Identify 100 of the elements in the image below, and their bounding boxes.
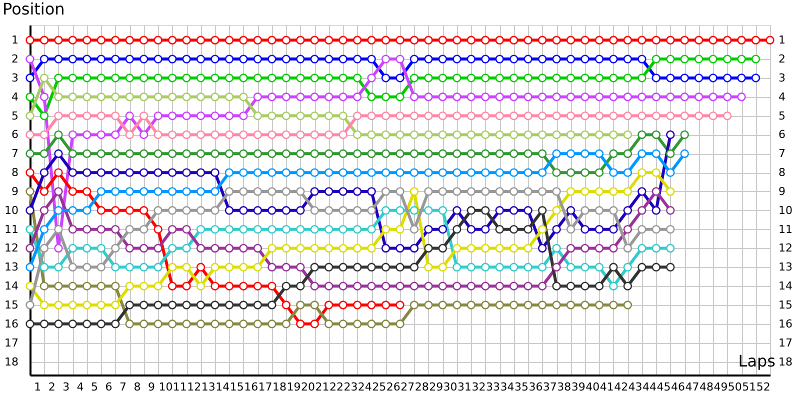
point <box>580 244 590 253</box>
point <box>296 262 305 272</box>
point <box>410 36 419 44</box>
point <box>352 92 362 102</box>
point <box>580 36 590 44</box>
point <box>210 244 220 253</box>
point <box>338 300 348 310</box>
point <box>268 54 276 64</box>
point <box>538 282 547 290</box>
point <box>509 111 518 120</box>
y2-tick-label: 7 <box>778 147 786 160</box>
point <box>68 262 78 272</box>
point <box>424 54 433 64</box>
point <box>410 282 419 290</box>
y-tick-label: 6 <box>12 128 18 142</box>
point <box>296 168 305 177</box>
point <box>224 130 234 140</box>
point <box>210 54 220 64</box>
point <box>652 74 661 82</box>
point <box>239 92 248 102</box>
y-tick-label: 18 <box>4 355 18 368</box>
point <box>139 149 148 158</box>
point <box>623 54 632 64</box>
point <box>396 130 404 140</box>
point <box>96 36 106 44</box>
point <box>125 92 134 102</box>
point <box>737 54 746 64</box>
point <box>82 320 92 328</box>
x-tick-label: 47 <box>685 380 700 394</box>
point <box>210 300 220 310</box>
point <box>139 130 148 140</box>
point <box>26 282 34 290</box>
point <box>580 224 590 234</box>
point <box>609 168 618 177</box>
point <box>253 74 262 82</box>
point <box>396 54 404 64</box>
point <box>381 149 390 158</box>
point <box>268 224 276 234</box>
point <box>324 224 334 234</box>
point <box>182 244 191 253</box>
point <box>282 206 291 215</box>
point <box>638 168 646 177</box>
point <box>438 54 448 64</box>
point <box>509 54 518 64</box>
point <box>466 244 476 253</box>
point <box>196 300 206 310</box>
point <box>552 168 561 177</box>
point <box>495 36 504 44</box>
point <box>466 168 476 177</box>
y-tick-label: 13 <box>4 260 18 274</box>
point <box>282 130 291 140</box>
y2-tick-label: 18 <box>778 355 792 368</box>
point <box>125 300 134 310</box>
point <box>96 168 106 177</box>
point <box>324 74 334 82</box>
point <box>352 244 362 253</box>
point <box>751 36 760 44</box>
x-tick-label: 10 <box>158 380 173 394</box>
point <box>139 54 148 64</box>
point <box>352 111 362 120</box>
point <box>609 36 618 44</box>
point <box>452 130 462 140</box>
point <box>538 300 547 310</box>
x-tick-label: 25 <box>372 380 386 394</box>
point <box>367 168 376 177</box>
point <box>438 224 448 234</box>
point <box>196 262 206 272</box>
point <box>722 111 732 120</box>
point <box>438 187 448 196</box>
point <box>509 168 518 177</box>
point <box>96 282 106 290</box>
point <box>381 187 390 196</box>
point <box>623 111 632 120</box>
point <box>111 36 120 44</box>
point <box>26 54 34 64</box>
point <box>182 111 191 120</box>
point <box>168 149 177 158</box>
point <box>253 92 262 102</box>
point <box>438 74 448 82</box>
point <box>125 224 134 234</box>
point <box>40 54 49 64</box>
point <box>623 224 632 234</box>
point <box>239 149 248 158</box>
x-tick-label: 27 <box>400 380 415 394</box>
point <box>253 206 262 215</box>
point <box>168 130 177 140</box>
point <box>708 36 718 44</box>
point <box>310 282 319 290</box>
point <box>609 282 618 290</box>
point <box>452 74 462 82</box>
point <box>524 168 532 177</box>
point <box>40 168 49 177</box>
point <box>396 111 404 120</box>
point <box>381 282 390 290</box>
x-tick-label: 51 <box>742 380 756 394</box>
point <box>324 244 334 253</box>
point <box>638 187 646 196</box>
point <box>594 74 604 82</box>
point <box>139 168 148 177</box>
point <box>609 300 618 310</box>
